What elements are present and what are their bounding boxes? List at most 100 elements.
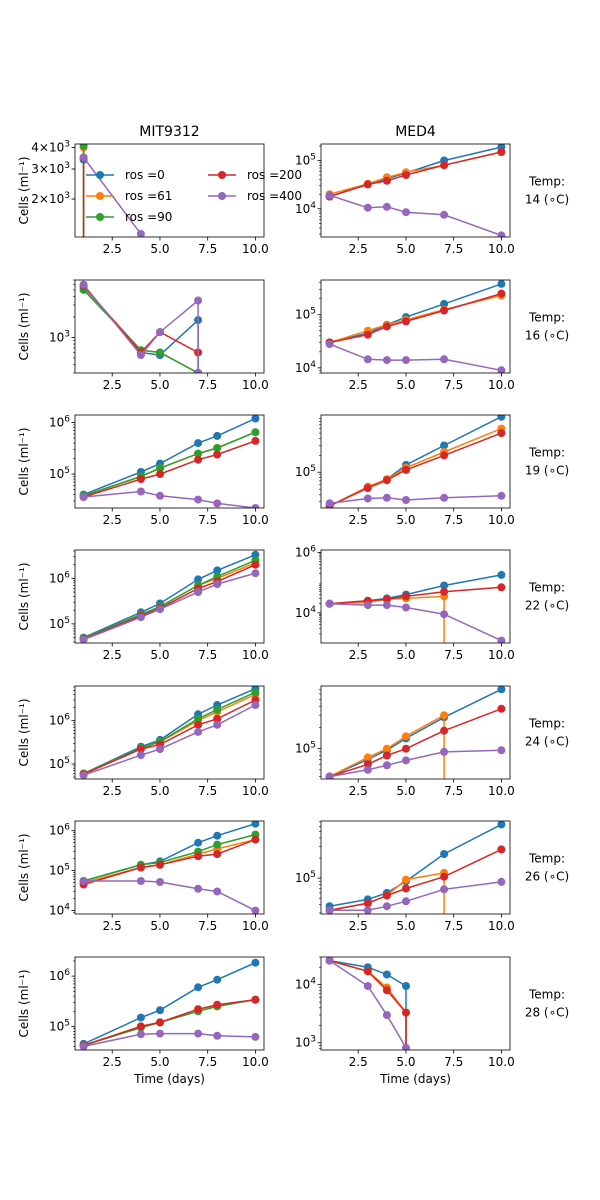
- data-point: [382, 595, 391, 604]
- data-point: [136, 487, 145, 496]
- data-point: [402, 744, 410, 753]
- panel-3: 103 2.5 5.0 7.5 10.0 Cells (ml⁻¹): [17, 279, 269, 392]
- data-point: [325, 191, 334, 200]
- data-point: [382, 744, 391, 753]
- data-point: [440, 711, 449, 720]
- x-tick-label: 5.0: [150, 648, 169, 662]
- legend-marker: [96, 171, 104, 179]
- data-point: [156, 1029, 164, 1038]
- x-tick-label: 7.5: [444, 648, 463, 662]
- data-point: [156, 348, 164, 357]
- data-point: [251, 835, 260, 844]
- legend-label: ros =200: [247, 168, 302, 182]
- series-group: [325, 280, 506, 373]
- x-tick-label: 2.5: [103, 378, 122, 392]
- data-point: [251, 569, 260, 578]
- data-point: [194, 439, 203, 448]
- y-tick-label: 105: [295, 741, 316, 756]
- data-point: [156, 470, 164, 479]
- data-point: [136, 230, 145, 237]
- row-label-line: Temp:: [528, 852, 565, 866]
- y-tick-label: 106: [49, 713, 70, 728]
- x-tick-label: 7.5: [198, 648, 217, 662]
- data-point: [440, 161, 449, 170]
- data-point: [497, 704, 506, 713]
- data-point: [325, 906, 334, 914]
- series-group: [79, 550, 260, 643]
- data-point: [440, 441, 449, 450]
- data-point: [194, 720, 203, 729]
- row-label-line: 28 (∘C): [525, 1006, 569, 1020]
- column-title-med4: MED4: [395, 124, 436, 140]
- data-point: [194, 1029, 203, 1038]
- data-point: [382, 202, 391, 211]
- data-point: [156, 745, 164, 754]
- series-group: [325, 957, 410, 1105]
- x-tick-label: 2.5: [103, 1055, 122, 1069]
- y-tick-label: 104: [295, 201, 316, 216]
- data-point: [440, 581, 449, 590]
- x-tick-label: 7.5: [444, 513, 463, 527]
- y-axis-label: Cells (ml⁻¹): [17, 156, 31, 224]
- row-label-line: 19 (∘C): [525, 464, 569, 478]
- column-titles: MIT9312 MED4: [139, 124, 436, 140]
- data-point: [194, 588, 203, 597]
- data-point: [402, 1097, 410, 1105]
- data-point: [156, 878, 164, 886]
- row-label-line: 24 (∘C): [525, 735, 569, 749]
- data-point: [136, 351, 145, 360]
- data-point: [194, 495, 203, 504]
- axes-frame: [320, 956, 511, 1051]
- data-point: [136, 751, 145, 760]
- x-tick-label: 5.0: [150, 513, 169, 527]
- x-tick-label: 7.5: [444, 784, 463, 798]
- y-tick-label: 103: [49, 329, 70, 344]
- data-point: [497, 570, 506, 579]
- data-point: [440, 872, 449, 881]
- series-line: [329, 427, 502, 507]
- x-tick-label: 2.5: [349, 919, 368, 933]
- data-point: [402, 465, 410, 474]
- data-point: [79, 280, 88, 289]
- x-tick-label: 7.5: [444, 378, 463, 392]
- y-axis-label: Cells (ml⁻¹): [17, 833, 31, 901]
- row-label-line: Temp:: [528, 581, 565, 595]
- x-tick-label: 7.5: [198, 378, 217, 392]
- data-point: [251, 560, 260, 569]
- y-axis-label: Cells (ml⁻¹): [17, 698, 31, 766]
- data-point: [382, 891, 391, 900]
- data-point: [213, 887, 222, 896]
- y-tick-label: 104: [295, 605, 316, 620]
- legend-marker: [218, 192, 226, 200]
- axes-frame: [320, 143, 511, 238]
- data-point: [363, 484, 372, 493]
- data-point: [440, 306, 449, 315]
- series-group: [79, 686, 260, 779]
- data-point: [402, 208, 410, 217]
- row-label-line: 14 (∘C): [525, 193, 569, 207]
- x-tick-label: 2.5: [349, 784, 368, 798]
- data-point: [79, 153, 88, 162]
- data-point: [136, 863, 145, 872]
- data-point: [213, 975, 222, 984]
- data-point: [136, 475, 145, 484]
- series-line: [329, 586, 502, 605]
- axes-frame: [320, 820, 511, 915]
- series-group: [325, 415, 506, 508]
- data-point: [363, 906, 372, 914]
- data-point: [79, 635, 88, 643]
- x-tick-label: 5.0: [396, 513, 415, 527]
- series-line: [83, 998, 256, 1047]
- legend-entry: ros =200: [208, 168, 302, 182]
- axes-frame: [74, 143, 265, 238]
- data-point: [440, 747, 449, 756]
- series-line: [83, 431, 256, 497]
- y-tick-label: 105: [295, 307, 316, 322]
- legend-label: ros =400: [247, 189, 302, 203]
- data-point: [194, 983, 203, 992]
- axes-frame: [320, 549, 511, 644]
- panels-group: 2×103 3×103 4×103 2.5 5.0 7.5 10.0 Cells (ml⁻¹)…: [17, 140, 515, 1105]
- data-point: [440, 299, 449, 308]
- x-tick-label: 7.5: [198, 919, 217, 933]
- panel-12: 105 2.5 5.0 7.5 10.0: [295, 820, 515, 933]
